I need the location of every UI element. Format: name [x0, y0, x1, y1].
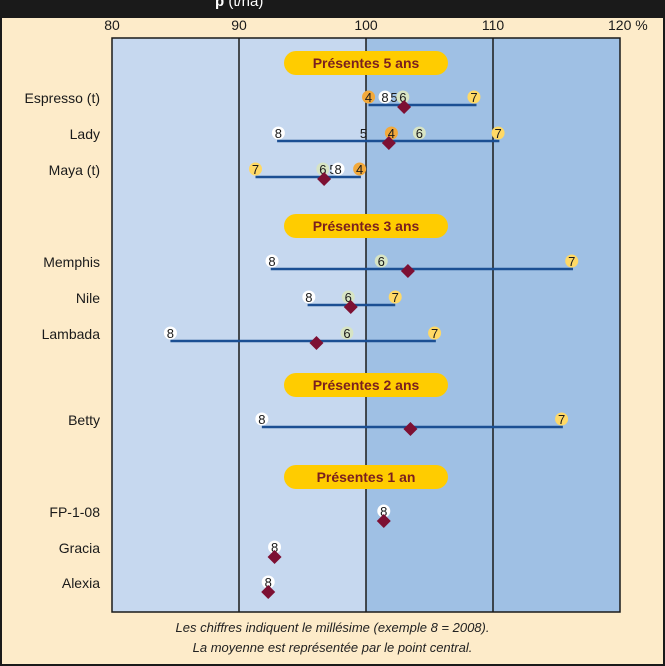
year-label: 7	[392, 290, 399, 305]
year-label: 6	[416, 126, 423, 141]
chart-title: p (t/ha)	[215, 0, 475, 13]
year-label: 4	[365, 90, 372, 105]
variety-label: FP-1-08	[49, 504, 100, 520]
footnote: Les chiffres indiquent le millésime (exe…	[0, 618, 665, 658]
year-label: 7	[252, 162, 259, 177]
year-label: 8	[380, 504, 387, 519]
year-label: 4	[356, 162, 363, 177]
year-marker	[378, 90, 392, 104]
footnote-line-2: La moyenne est représentée par le point …	[192, 640, 473, 655]
variety-label: Gracia	[59, 540, 100, 556]
group-label: Présentes 1 an	[317, 469, 416, 485]
year-marker	[374, 254, 388, 268]
year-marker	[341, 290, 355, 304]
x-tick-label: 80	[104, 17, 120, 33]
group-label-pill	[284, 214, 448, 238]
title-fragment: p	[215, 0, 225, 10]
x-tick-label: 90	[231, 17, 247, 33]
year-marker	[261, 575, 275, 589]
x-tick-label: 120 %	[608, 17, 648, 33]
band-left	[112, 38, 239, 612]
year-marker	[249, 162, 263, 176]
mean-marker	[400, 264, 415, 278]
variety-label: Alexia	[62, 575, 100, 591]
year-label: 4	[388, 126, 395, 141]
year-label: 8	[265, 575, 272, 590]
year-marker	[340, 326, 354, 340]
variety-label: Nile	[76, 290, 100, 306]
year-marker	[491, 126, 505, 140]
year-label: 7	[431, 326, 438, 341]
year-label: 8	[334, 162, 341, 177]
mean-marker	[267, 550, 282, 564]
year-marker	[396, 90, 410, 104]
year-label: 7	[558, 412, 565, 427]
year-label: 5	[360, 126, 367, 141]
year-marker	[353, 162, 367, 176]
variety-label: Memphis	[43, 254, 100, 270]
band-middle	[239, 38, 366, 612]
mean-marker	[381, 136, 396, 150]
mean-marker	[317, 172, 332, 186]
mean-marker	[403, 422, 418, 436]
year-label: 6	[378, 254, 385, 269]
group-label-pill	[284, 51, 448, 75]
title-bar: p (t/ha)	[0, 0, 665, 18]
mean-marker	[376, 514, 391, 528]
year-marker	[271, 126, 285, 140]
x-tick-label: 110	[482, 17, 505, 33]
year-marker	[428, 326, 442, 340]
year-marker	[268, 540, 282, 554]
year-marker	[163, 326, 177, 340]
year-label: 6	[343, 326, 350, 341]
year-label: 8	[167, 326, 174, 341]
variety-label: Lady	[70, 126, 100, 142]
x-tick-label: 100	[354, 17, 378, 33]
year-marker	[302, 290, 316, 304]
year-marker	[555, 412, 569, 426]
group-label: Présentes 3 ans	[313, 218, 420, 234]
year-label: 6	[319, 162, 326, 177]
variety-label: Betty	[68, 412, 100, 428]
year-label: 7	[568, 254, 575, 269]
year-marker	[255, 412, 269, 426]
year-marker	[412, 126, 426, 140]
range-chart: 80 90 100 110 120 % Présentes 5 ans Présentes…	[25, 17, 648, 613]
group-label: Présentes 2 ans	[313, 377, 420, 393]
year-marker	[384, 126, 398, 140]
year-marker	[316, 162, 330, 176]
variety-label: Espresso (t)	[25, 90, 100, 106]
footnote-line-1: Les chiffres indiquent le millésime (exe…	[175, 620, 490, 635]
year-marker	[265, 254, 279, 268]
year-label: 8	[305, 290, 312, 305]
mean-marker	[309, 336, 324, 350]
year-marker	[331, 162, 345, 176]
variety-label: Lambada	[42, 326, 101, 342]
group-label-pill	[284, 465, 448, 489]
mean-marker	[261, 585, 276, 599]
year-label: 8	[268, 254, 275, 269]
year-label: 8	[381, 90, 388, 105]
year-marker	[388, 290, 402, 304]
year-marker	[565, 254, 579, 268]
year-marker	[362, 90, 376, 104]
year-marker	[377, 504, 391, 518]
year-label: 5	[390, 90, 397, 105]
group-label: Présentes 5 ans	[313, 55, 420, 71]
year-marker	[467, 90, 481, 104]
variety-label: Maya (t)	[49, 162, 100, 178]
year-label: 8	[258, 412, 265, 427]
year-label: 8	[275, 126, 282, 141]
mean-marker	[343, 300, 358, 314]
title-suffix: (t/ha)	[228, 0, 264, 10]
year-label: 7	[494, 126, 501, 141]
mean-marker	[397, 100, 412, 114]
year-label: 6	[345, 290, 352, 305]
year-label: 6	[399, 90, 406, 105]
year-label: 7	[470, 90, 477, 105]
year-label: 8	[271, 540, 278, 555]
group-label-pill	[284, 373, 448, 397]
